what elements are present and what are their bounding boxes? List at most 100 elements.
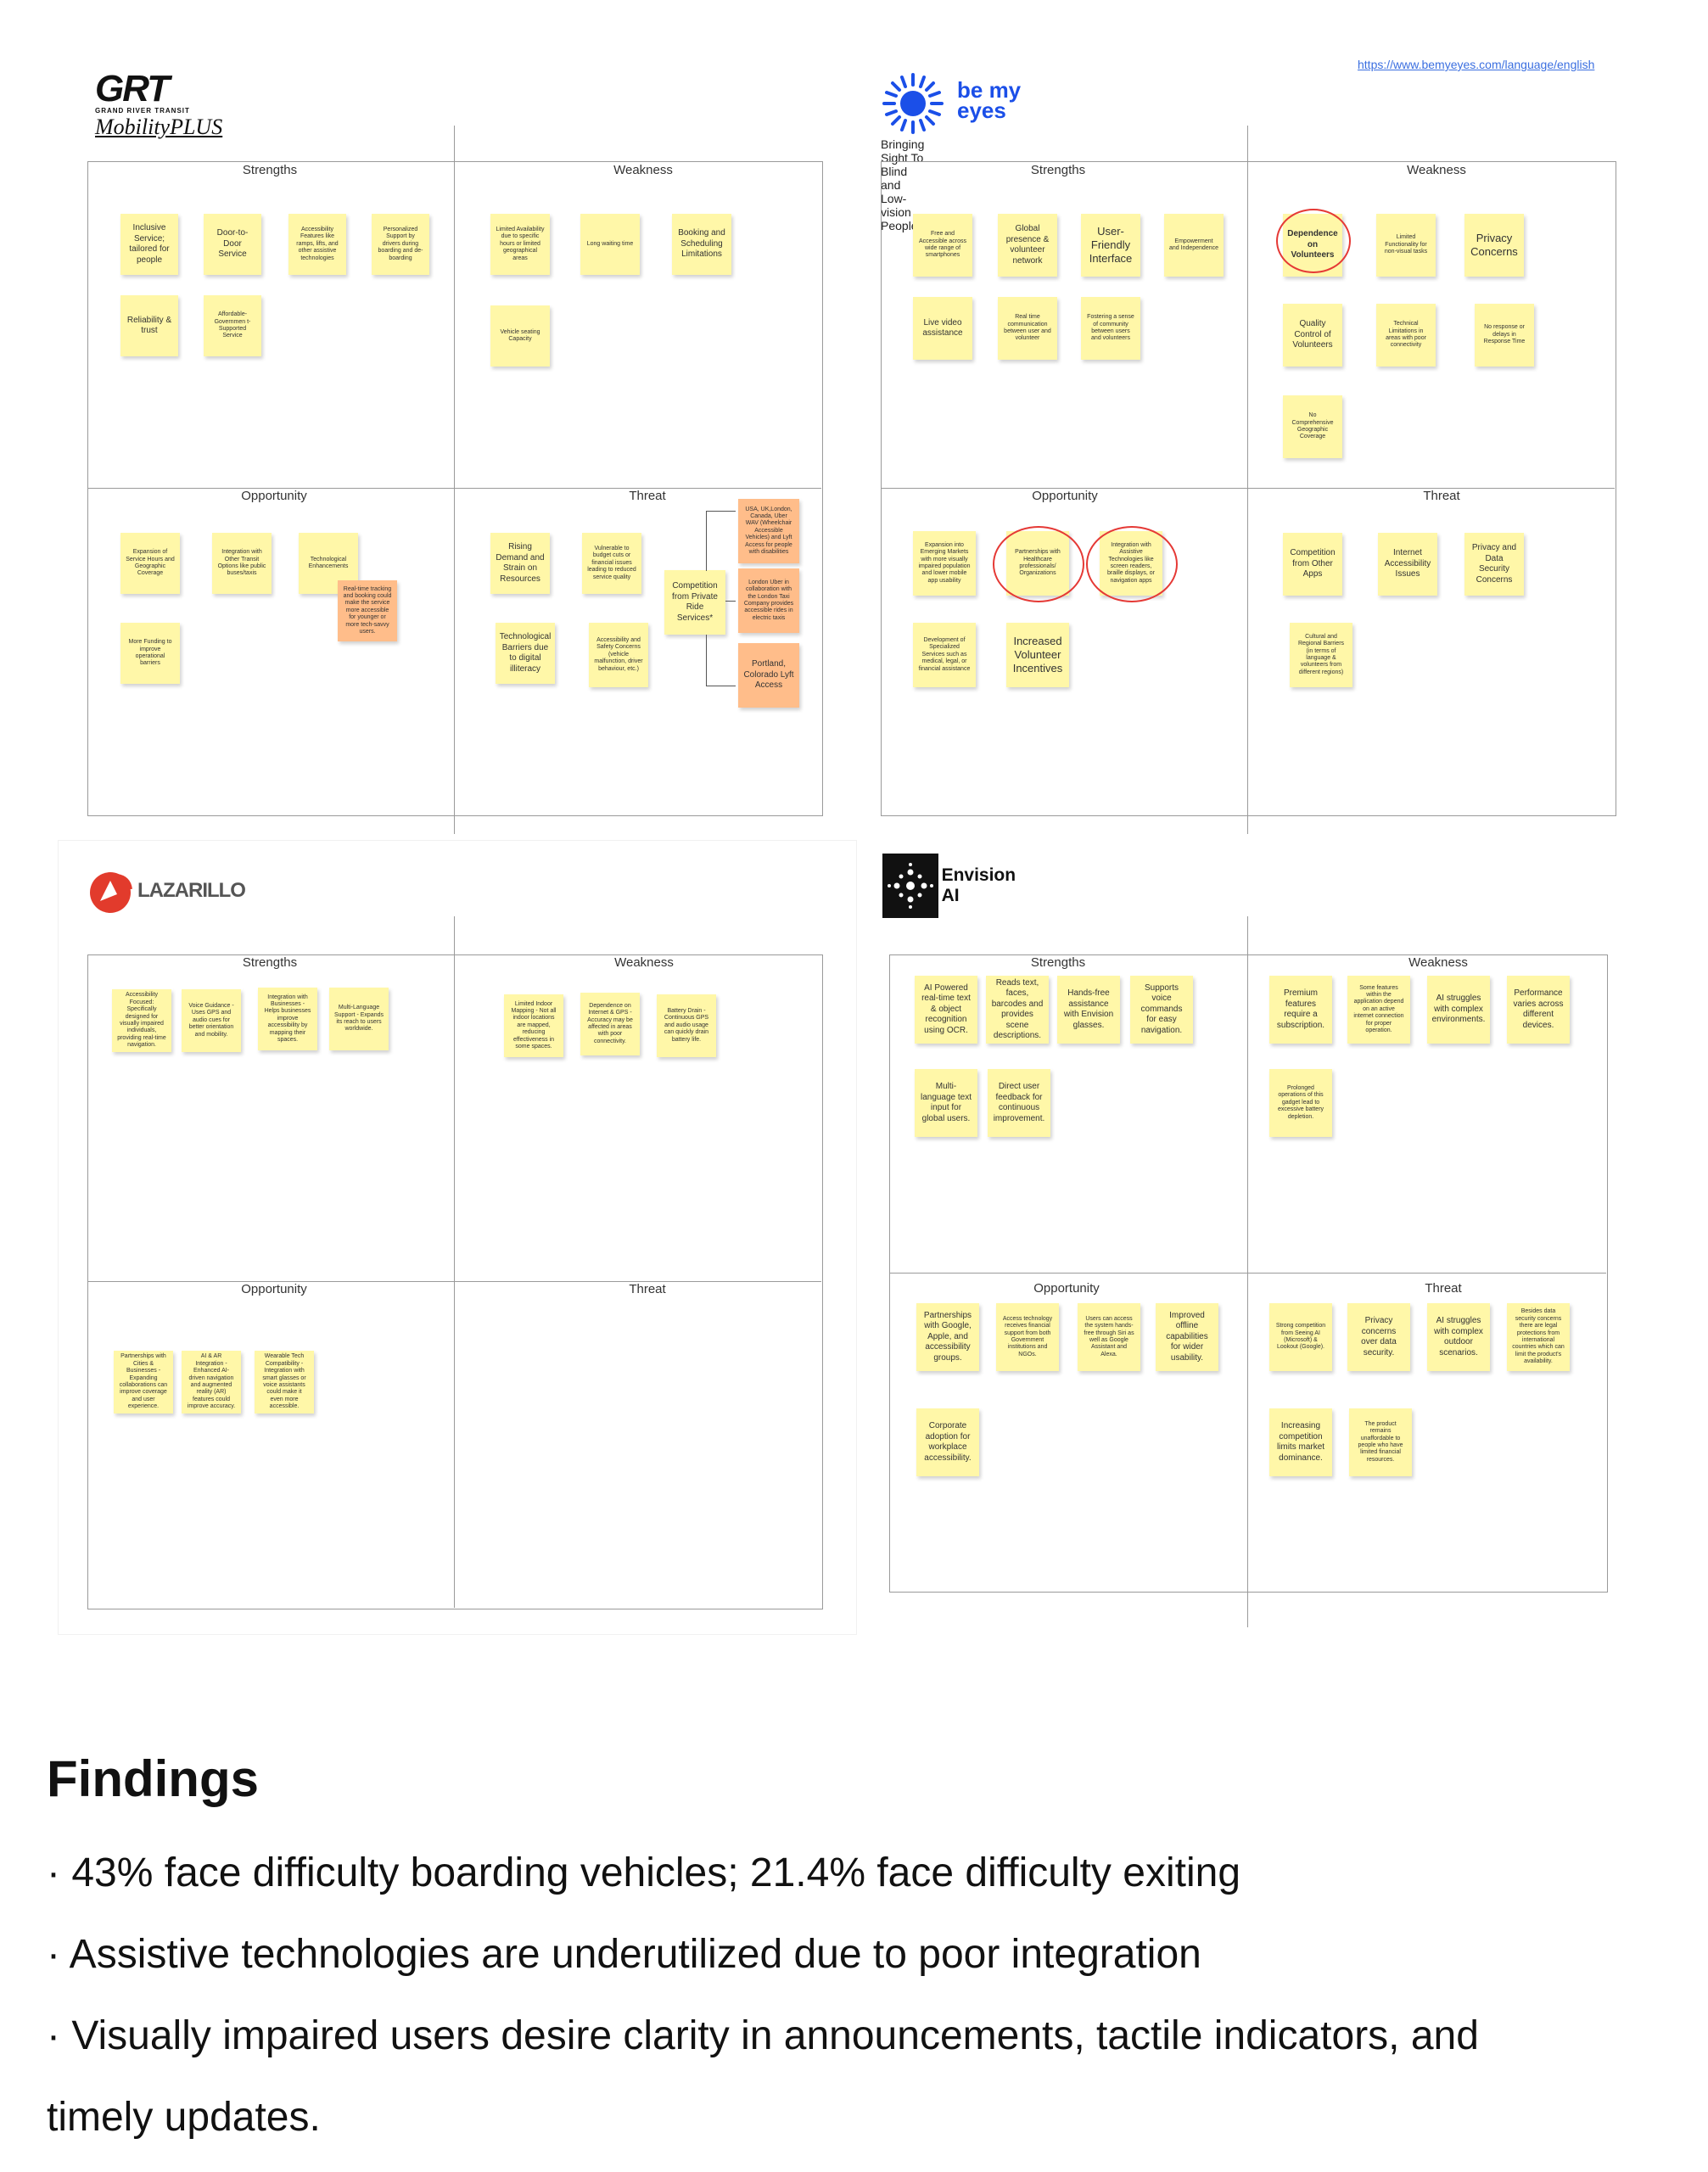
sticky-note: Personalized Support by drivers during b… xyxy=(372,214,429,275)
lazarillo-label-strengths: Strengths xyxy=(242,955,298,970)
sticky-note: Real time communication between user and… xyxy=(998,297,1057,360)
envision-label-opportunity: Opportunity xyxy=(1033,1281,1100,1296)
connector-line xyxy=(706,511,736,571)
finding-item-continued: timely updates. xyxy=(47,2077,321,2158)
highlight-circle xyxy=(993,526,1084,602)
lazarillo-label-threat: Threat xyxy=(629,1282,666,1296)
sticky-note: Global presence & volunteer network xyxy=(998,214,1057,277)
sticky-note: Partnerships with Google, Apple, and acc… xyxy=(916,1303,979,1371)
sticky-note: Accessibility Focused: Specifically desi… xyxy=(112,989,171,1052)
grt-divider-vertical xyxy=(454,126,455,834)
highlight-circle xyxy=(1086,526,1178,602)
grt-quadrant-frame xyxy=(87,161,823,816)
sticky-note: Quality Control of Volunteers xyxy=(1283,304,1342,367)
envision-logo-text: Envision AI xyxy=(941,865,1016,905)
sticky-note: Increasing competition limits market dom… xyxy=(1269,1408,1332,1476)
sticky-note: Fostering a sense of community between u… xyxy=(1081,297,1140,360)
sticky-note: Free and Accessible across wide range of… xyxy=(913,214,972,277)
sticky-note: Empowerment and Independence xyxy=(1164,214,1224,277)
finding-text: 43% face difficulty boarding vehicles; 2… xyxy=(71,1850,1241,1895)
sticky-note: Battery Drain - Continuous GPS and audio… xyxy=(657,994,716,1057)
bemyeyes-label-opportunity: Opportunity xyxy=(1032,489,1098,503)
sticky-note: Accessibility and Safety Concerns (vehic… xyxy=(589,623,648,687)
sticky-note: Development of Specialized Services such… xyxy=(913,623,976,687)
sticky-note: The product remains unaffordable to peop… xyxy=(1349,1408,1412,1476)
sticky-note: Reliability & trust xyxy=(120,295,178,356)
sticky-note: Integration with Other Transit Options l… xyxy=(212,533,272,594)
sticky-note: Technical Limitations in areas with poor… xyxy=(1376,304,1436,367)
sticky-note: AI Powered real-time text & object recog… xyxy=(915,976,977,1044)
sticky-note: Competition from Other Apps xyxy=(1283,533,1342,596)
sticky-note: Real-time tracking and booking could mak… xyxy=(338,580,397,641)
grt-label-strengths: Strengths xyxy=(242,163,298,177)
sticky-note: Prolonged operations of this gadget lead… xyxy=(1269,1069,1332,1137)
envision-label-threat: Threat xyxy=(1425,1281,1462,1296)
bemyeyes-tagline: Bringing Sight To Blind and Low-vision P… xyxy=(881,137,925,232)
lazarillo-label-weakness: Weakness xyxy=(614,955,674,970)
sticky-note: Portland, Colorado Lyft Access xyxy=(738,643,799,708)
lazarillo-panel xyxy=(58,840,857,1635)
sticky-note: Hands-free assistance with Envision glas… xyxy=(1057,976,1120,1044)
grt-divider-horizontal xyxy=(87,488,821,489)
envision-divider-vertical xyxy=(1247,916,1248,1627)
bemyeyes-quadrant-frame xyxy=(881,161,1616,816)
findings-title: Findings xyxy=(47,1750,259,1807)
sticky-note: Long waiting time xyxy=(580,214,640,275)
envision-label-weakness: Weakness xyxy=(1408,955,1468,970)
sticky-note: Affordable-Governmen t-Supported Service xyxy=(204,295,261,356)
lazarillo-label-opportunity: Opportunity xyxy=(241,1282,307,1296)
finding-item: · Assistive technologies are underutiliz… xyxy=(47,1932,1201,1977)
sticky-note: Limited Availability due to specific hou… xyxy=(490,214,550,275)
sticky-note: Cultural and Regional Barriers (in terms… xyxy=(1290,623,1352,687)
grt-logo: GRT GRAND RIVER TRANSIT MobilityPLUS xyxy=(95,68,222,140)
sticky-note: Wearable Tech Compatibility - Integratio… xyxy=(255,1351,314,1413)
sticky-note: Improved offline capabilities for wider … xyxy=(1156,1303,1218,1371)
grt-logo-sub: GRAND RIVER TRANSIT xyxy=(95,107,190,115)
bemyeyes-link[interactable]: https://www.bemyeyes.com/language/englis… xyxy=(1358,58,1595,71)
sticky-note: Competition from Private Ride Services* xyxy=(664,570,725,635)
lazarillo-quadrant-frame xyxy=(87,954,823,1609)
sticky-note: Booking and Scheduling Limitations xyxy=(672,214,731,275)
sticky-note: Users can access the system hands-free t… xyxy=(1078,1303,1140,1371)
sticky-note: No response or delays in Response Time xyxy=(1475,304,1534,367)
finding-text: Assistive technologies are underutilized… xyxy=(69,1932,1201,1977)
sticky-note: Privacy concerns over data security. xyxy=(1347,1303,1410,1371)
grt-logo-mobility: MobilityPLUS xyxy=(95,115,223,139)
sticky-note: Multi-language text input for global use… xyxy=(915,1069,977,1137)
bemyeyes-label-strengths: Strengths xyxy=(1030,163,1086,177)
bemyeyes-label-threat: Threat xyxy=(1423,489,1460,503)
sticky-note: AI struggles with complex outdoor scenar… xyxy=(1427,1303,1490,1371)
sticky-note: Besides data security concerns there are… xyxy=(1507,1303,1570,1371)
sticky-note: User-Friendly Interface xyxy=(1081,214,1140,277)
bemyeyes-sun-icon xyxy=(882,73,944,134)
sticky-note: Multi-Language Support - Expands its rea… xyxy=(329,988,389,1050)
sticky-note: AI & AR Integration - Enhanced AI-driven… xyxy=(182,1351,241,1413)
sticky-note: Rising Demand and Strain on Resources xyxy=(490,533,550,594)
sticky-note: Access technology receives financial sup… xyxy=(996,1303,1059,1371)
finding-text: Visually impaired users desire clarity i… xyxy=(71,2013,1479,2058)
sticky-note: Some features within the application dep… xyxy=(1347,976,1410,1044)
sticky-note: Expansion of Service Hours and Geographi… xyxy=(120,533,180,594)
connector-line xyxy=(725,601,736,602)
sticky-note: Integration with Businesses - Helps busi… xyxy=(258,988,317,1050)
sticky-note: Live video assistance xyxy=(913,297,972,360)
grt-label-threat: Threat xyxy=(629,489,666,503)
bemyeyes-label-weakness: Weakness xyxy=(1407,163,1466,177)
envision-divider-horizontal xyxy=(889,1273,1606,1274)
bemyeyes-logo-text: be my eyes xyxy=(957,77,1022,123)
lazarillo-logo: LAZARILLO xyxy=(88,867,246,915)
sticky-note: Increased Volunteer Incentives xyxy=(1006,623,1069,687)
sticky-note: Accessibility Features like ramps, lifts… xyxy=(288,214,346,275)
lazarillo-pin-icon xyxy=(90,872,132,913)
finding-item: · 43% face difficulty boarding vehicles;… xyxy=(47,1850,1241,1895)
sticky-note: Privacy and Data Security Concerns xyxy=(1464,533,1524,596)
sticky-note: Vehicle seating Capacity xyxy=(490,305,550,367)
sticky-note: Corporate adoption for workplace accessi… xyxy=(916,1408,979,1476)
grt-label-weakness: Weakness xyxy=(613,163,673,177)
sticky-note: Limited Functionality for non-visual tas… xyxy=(1376,214,1436,277)
grt-logo-main: GRT xyxy=(95,68,170,109)
sticky-note: Supports voice commands for easy navigat… xyxy=(1130,976,1193,1044)
sticky-note: Limited Indoor Mapping - Not all indoor … xyxy=(504,994,563,1057)
sticky-note: Vulnerable to budget cuts or financial i… xyxy=(582,533,641,594)
lazarillo-divider-horizontal xyxy=(87,1281,821,1282)
